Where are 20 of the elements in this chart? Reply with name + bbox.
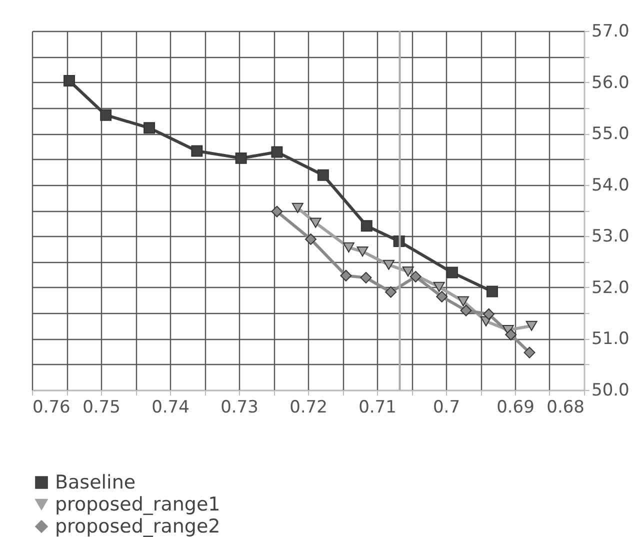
y-tick-label: 53.0 <box>592 226 630 247</box>
y-tick-label: 51.0 <box>592 329 630 350</box>
legend-label: Baseline <box>55 472 136 494</box>
x-tick-label: 0.71 <box>358 398 396 418</box>
x-tick-label: 0.72 <box>290 398 328 418</box>
legend-label: proposed_range2 <box>55 516 220 537</box>
x-tick-label: 0.69 <box>496 398 534 418</box>
x-tick-label: 0.76 <box>32 398 70 418</box>
legend-label: proposed_range1 <box>55 494 220 516</box>
y-tick-label: 52.0 <box>592 278 630 298</box>
y-tick-label: 57.0 <box>592 22 630 42</box>
x-tick-label: 0.73 <box>220 398 258 418</box>
y-tick-label: 56.0 <box>592 72 630 93</box>
y-tick-label: 54.0 <box>592 175 630 196</box>
x-tick-label: 0.75 <box>82 398 120 418</box>
x-tick-label: 0.68 <box>546 398 584 418</box>
x-tick-label: 0.7 <box>432 398 460 418</box>
y-tick-label: 50.0 <box>592 380 630 400</box>
x-tick-label: 0.74 <box>152 398 190 418</box>
y-tick-label: 55.0 <box>592 124 630 144</box>
